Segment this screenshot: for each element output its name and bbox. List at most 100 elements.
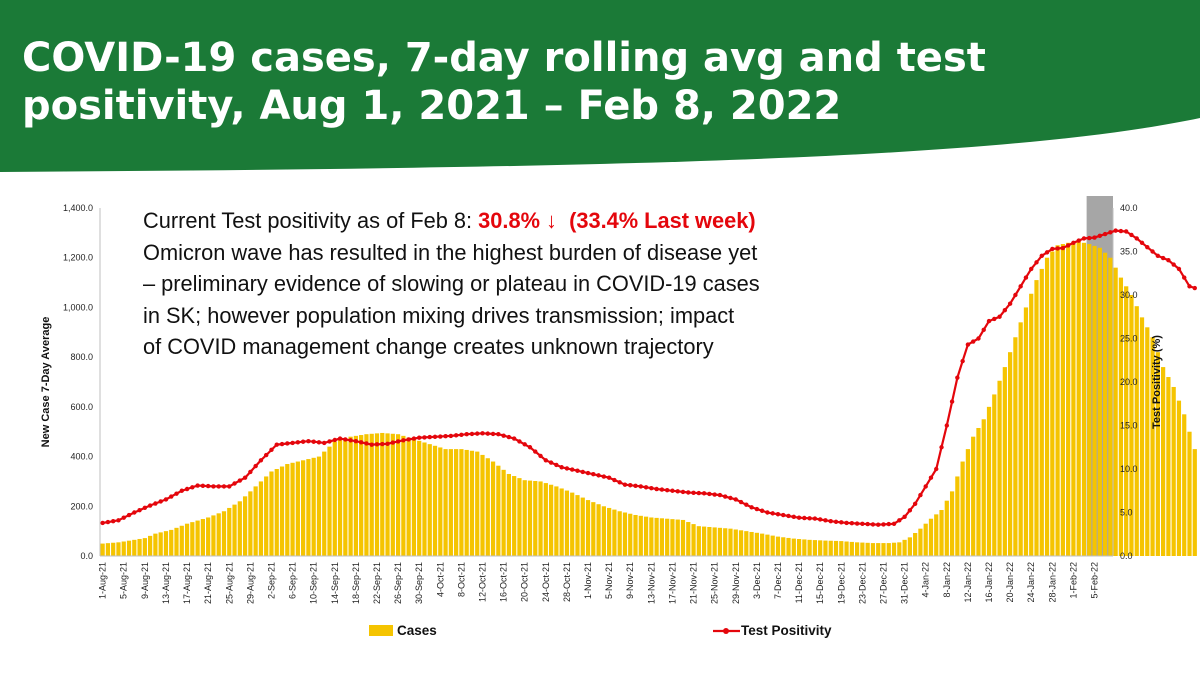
cases-bar (723, 528, 728, 556)
last-week-positivity: (33.4% Last week) (569, 208, 756, 233)
test-positivity-point (928, 475, 934, 480)
x-tick-label: 29-Aug-21 (245, 562, 255, 604)
y2-tick-label: 25.0 (1120, 334, 1138, 344)
y-tick-label: 200.0 (70, 501, 93, 511)
test-positivity-point (791, 514, 796, 520)
test-positivity-point (1087, 235, 1092, 241)
test-positivity-point (348, 438, 353, 443)
test-positivity-point (733, 497, 738, 502)
cases-bar (902, 539, 907, 556)
test-positivity-point (696, 490, 702, 496)
cases-bar (612, 509, 617, 556)
cases-bar (649, 517, 654, 556)
cases-bar (332, 441, 337, 556)
cases-bar (311, 457, 316, 556)
test-positivity-point (649, 485, 654, 491)
cases-bar (353, 435, 358, 556)
cases-bar (512, 476, 517, 556)
cases-bar (232, 504, 237, 556)
cases-bar (570, 492, 575, 556)
cases-bar (179, 525, 184, 556)
test-positivity-point (1097, 233, 1103, 239)
test-positivity-point (1034, 260, 1039, 265)
cases-bar (1187, 431, 1192, 556)
test-positivity-point (643, 485, 649, 490)
cases-bar (775, 536, 781, 556)
cases-bar (142, 538, 147, 556)
test-positivity-point (506, 434, 512, 440)
test-positivity-point (211, 484, 216, 489)
test-positivity-point (395, 439, 401, 444)
test-positivity-point (163, 497, 169, 502)
test-positivity-point (691, 490, 696, 495)
cases-bar (258, 481, 264, 556)
cases-bar (601, 506, 606, 556)
test-positivity-point (1145, 244, 1150, 250)
x-tick-label: 4-Jan-22 (921, 562, 931, 598)
test-positivity-point (786, 513, 791, 519)
test-positivity-point (828, 519, 833, 524)
cases-bar (986, 406, 992, 556)
x-tick-label: 2-Sep-21 (266, 562, 276, 599)
cases-bar (301, 460, 306, 556)
test-positivity-point (1108, 230, 1113, 235)
cases-bar (337, 440, 343, 556)
cases-bar (1081, 242, 1087, 557)
test-positivity-point (559, 465, 564, 470)
test-positivity-point (406, 437, 411, 442)
test-positivity-point (1018, 284, 1023, 289)
x-tick-label: 20-Jan-22 (1005, 562, 1015, 603)
test-positivity-point (976, 336, 981, 341)
cases-bar (306, 459, 311, 556)
test-positivity-point (1071, 240, 1076, 245)
test-positivity-point (490, 431, 496, 437)
cases-bar (538, 481, 543, 556)
cases-bar (796, 539, 802, 556)
cases-bar (691, 524, 696, 556)
test-positivity-point (1023, 275, 1029, 280)
annotation-line-2: Omicron wave has resulted in the highest… (143, 239, 758, 265)
cases-bar (802, 539, 807, 556)
test-positivity-point (606, 475, 612, 480)
cases-bar (781, 537, 786, 556)
cases-bar (1029, 293, 1034, 556)
test-positivity-point (775, 512, 781, 517)
test-positivity-point (316, 440, 322, 445)
test-positivity-point (744, 502, 749, 507)
test-positivity-point (738, 499, 744, 505)
test-positivity-point (564, 466, 570, 471)
page-title: COVID-19 cases, 7-day rolling avg and te… (22, 35, 986, 129)
test-positivity-point (464, 432, 469, 437)
cases-bar (934, 514, 939, 556)
test-positivity-point (1044, 250, 1050, 255)
test-positivity-point (1065, 243, 1071, 248)
cases-bar (1139, 317, 1145, 556)
x-tick-label: 30-Sep-21 (414, 562, 424, 604)
test-positivity-point (585, 470, 591, 476)
cases-bar (707, 527, 712, 556)
cases-bar (823, 540, 828, 556)
y-tick-label: 800.0 (70, 352, 93, 362)
cases-bar (385, 433, 390, 556)
cases-bar (749, 531, 754, 556)
test-positivity-point (860, 521, 865, 527)
test-positivity-point (723, 494, 728, 499)
cases-bar (1171, 386, 1176, 556)
cases-bar (939, 510, 944, 556)
cases-bar (617, 511, 622, 556)
cases-bar (126, 540, 132, 556)
cases-bar (839, 541, 844, 556)
cases-bar (886, 543, 891, 556)
test-positivity-point (970, 339, 976, 344)
cases-bar (111, 542, 116, 556)
test-positivity-point (295, 440, 301, 445)
test-positivity-point (670, 488, 675, 493)
test-positivity-point (781, 512, 786, 518)
x-tick-label: 9-Aug-21 (140, 562, 150, 599)
cases-bar (686, 522, 691, 556)
test-positivity-point (300, 439, 306, 444)
cases-bar (1097, 247, 1102, 556)
test-positivity-point (158, 499, 163, 504)
cases-bar (137, 538, 142, 556)
test-positivity-point (1039, 253, 1044, 259)
